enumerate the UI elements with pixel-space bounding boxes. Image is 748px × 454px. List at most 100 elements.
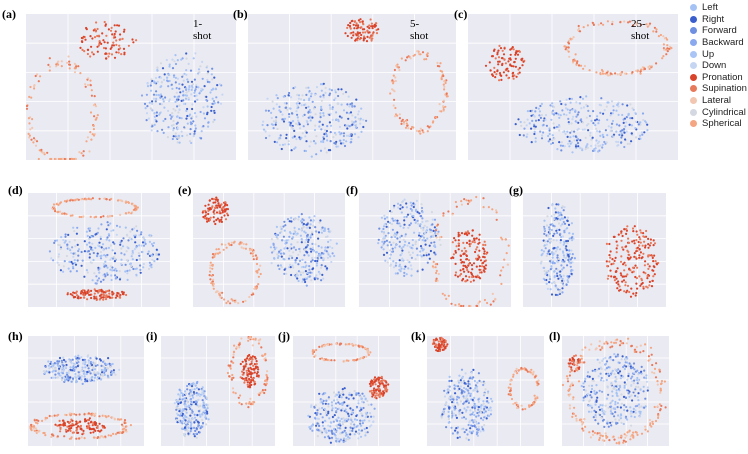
scatter-point	[418, 212, 421, 215]
scatter-point	[314, 404, 317, 407]
scatter-point	[340, 396, 343, 399]
scatter-point	[548, 138, 552, 141]
scatter-point	[218, 210, 221, 213]
scatter-point	[257, 368, 260, 371]
scatter-point	[103, 41, 106, 44]
scatter-point	[461, 260, 464, 264]
scatter-point	[400, 259, 403, 262]
scatter-point	[624, 284, 627, 287]
scatter-point	[638, 254, 641, 257]
scatter-point	[173, 60, 176, 63]
scatter-point	[550, 293, 554, 296]
scatter-point	[561, 109, 564, 112]
scatter-point	[313, 405, 316, 408]
scatter-point	[75, 428, 79, 431]
scatter-point	[249, 397, 252, 400]
scatter-point	[514, 123, 517, 126]
scatter-point	[93, 288, 96, 291]
scatter-point	[564, 107, 568, 110]
scatter-point	[57, 157, 60, 160]
scatter-point	[466, 230, 469, 233]
scatter-point	[295, 257, 298, 260]
scatter-point	[359, 18, 362, 21]
scatter-point	[553, 232, 556, 235]
scatter-point	[505, 252, 508, 255]
scatter-point	[322, 82, 325, 85]
scatter-point	[315, 153, 318, 156]
scatter-point	[407, 267, 410, 270]
scatter-point	[195, 428, 198, 431]
scatter-point	[351, 412, 354, 415]
scatter-point	[70, 380, 73, 383]
scatter-point	[248, 401, 251, 404]
scatter-point	[611, 23, 614, 26]
scatter-point	[525, 135, 528, 138]
scatter-point	[112, 44, 115, 47]
scatter-point	[447, 294, 450, 297]
scatter-point	[313, 215, 316, 218]
scatter-point	[520, 124, 523, 127]
scatter-point	[90, 138, 93, 141]
scatter-point	[537, 119, 540, 122]
scatter-point	[98, 241, 101, 244]
scatter-point	[646, 129, 649, 132]
scatter-point	[283, 117, 287, 120]
scatter-point	[74, 292, 78, 295]
scatter-point	[573, 257, 576, 260]
scatter-point	[117, 24, 121, 27]
scatter-point	[533, 130, 536, 133]
scatter-point	[279, 225, 282, 228]
scatter-point	[191, 83, 194, 86]
scatter-point	[86, 271, 89, 274]
scatter-point	[651, 279, 654, 282]
scatter-point	[171, 137, 174, 141]
scatter-point	[40, 148, 43, 151]
scatter-point	[552, 122, 555, 125]
scatter-point	[517, 118, 520, 121]
scatter-point	[28, 134, 31, 137]
scatter-point	[391, 247, 394, 250]
scatter-point	[93, 134, 96, 137]
scatter-point	[201, 418, 204, 421]
scatter-point	[335, 242, 338, 245]
scatter-point	[111, 249, 114, 252]
scatter-point	[82, 372, 85, 375]
scatter-point	[28, 95, 31, 98]
scatter-point	[434, 253, 437, 256]
scatter-point	[594, 124, 597, 127]
scatter-point	[96, 50, 99, 53]
scatter-point	[68, 240, 71, 243]
scatter-point	[354, 430, 358, 433]
scatter-point	[323, 419, 327, 422]
scatter-point	[73, 368, 76, 372]
scatter-point	[559, 100, 562, 103]
scatter-point	[81, 382, 84, 385]
scatter-point	[371, 27, 374, 30]
scatter-point	[413, 218, 416, 221]
scatter-point	[471, 234, 474, 237]
scatter-point	[305, 131, 308, 134]
scatter-point	[653, 26, 656, 29]
scatter-point	[248, 249, 251, 252]
scatter-point	[71, 377, 75, 380]
scatter-point	[181, 414, 184, 417]
scatter-point	[311, 100, 314, 103]
scatter-point	[212, 201, 215, 204]
scatter-point	[373, 407, 376, 410]
scatter-point	[153, 112, 156, 115]
scatter-point	[242, 365, 245, 368]
scatter-point	[325, 399, 328, 402]
scatter-point	[264, 136, 268, 140]
scatter-point	[242, 368, 245, 371]
scatter-point	[620, 136, 623, 139]
scatter-point	[309, 119, 312, 122]
scatter-point	[438, 236, 442, 239]
scatter-point	[178, 141, 181, 144]
scatter-point	[643, 131, 646, 134]
scatter-point	[422, 131, 425, 134]
scatter-point	[599, 144, 602, 147]
scatter-point	[506, 263, 509, 266]
scatter-point	[248, 386, 252, 389]
scatter-point	[549, 230, 552, 233]
scatter-point	[300, 266, 303, 269]
